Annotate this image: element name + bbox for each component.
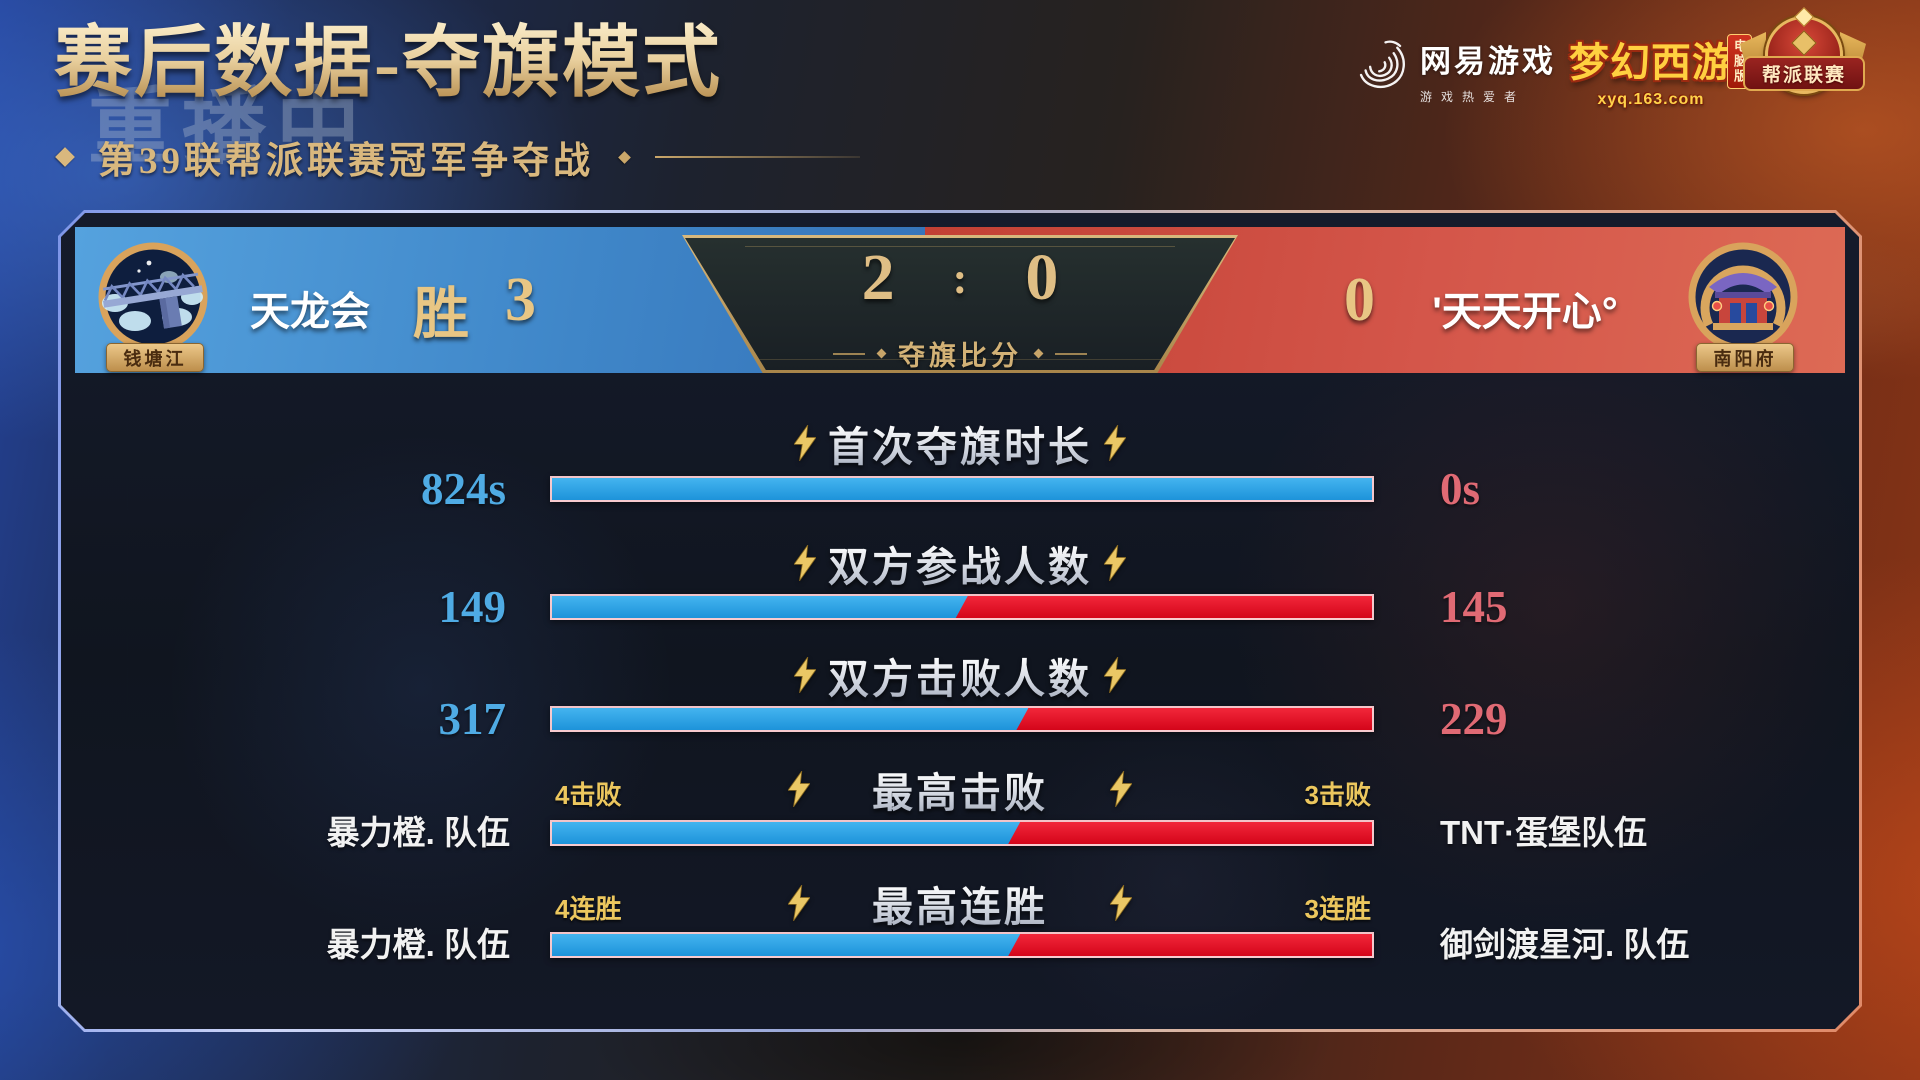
subtitle-divider <box>655 156 860 158</box>
lightning-icon <box>788 885 810 921</box>
lightning-icon <box>794 657 816 693</box>
right-team-flags: 0 <box>1344 266 1375 334</box>
stat-row: 317 229 <box>61 705 1859 733</box>
stat-title-text: 双方参战人数 <box>828 533 1092 593</box>
left-team-result: 胜 <box>413 284 469 346</box>
stat-bar <box>550 706 1374 732</box>
subtitle-row: 第39联帮派联赛冠军争夺战 <box>55 130 860 184</box>
stat-title-text: 最高连胜 <box>872 873 1048 933</box>
right-team-name: '天天开心° <box>1432 290 1618 334</box>
stat-row: 149 145 <box>61 593 1859 621</box>
left-stat-tag: 4连胜 <box>555 894 622 924</box>
right-server-plate: 南阳府 <box>1696 343 1794 372</box>
mhxy-url: xyq.163.com <box>1597 91 1705 108</box>
lightning-icon <box>1110 771 1132 807</box>
stat-bar-blue-fill <box>552 934 1020 956</box>
stat-row-title: 4击败 最高击败 3击败 <box>61 765 1859 813</box>
left-stat-tag: 4击败 <box>555 780 622 810</box>
score-left: 2 <box>861 241 895 314</box>
left-squad-name: 暴力橙. 队伍 <box>326 814 510 851</box>
right-stat-value: 145 <box>1440 582 1508 632</box>
stat-row-title: 首次夺旗时长 <box>61 419 1859 467</box>
right-team-badge: 南阳府 <box>1687 241 1803 373</box>
stat-row: 暴力橙. 队伍 御剑渡星河. 队伍 <box>61 931 1859 959</box>
left-server-plate: 钱塘江 <box>106 343 204 372</box>
stat-bar <box>550 594 1374 620</box>
bridge-badge-icon <box>97 241 209 353</box>
stat-bar <box>550 476 1374 502</box>
decor-line <box>1055 353 1087 355</box>
lightning-icon <box>1104 425 1126 461</box>
left-stat-value: 317 <box>438 694 506 744</box>
page-title: 赛后数据-夺旗模式 <box>54 19 722 106</box>
stat-bar-blue-fill <box>552 708 1028 730</box>
left-stat-value: 149 <box>438 582 506 632</box>
score-bar: 钱塘江 天龙会 胜 3 0 '天天开心° <box>75 227 1845 373</box>
right-stat-value: 229 <box>1440 694 1508 744</box>
netease-swirl-icon <box>1359 40 1405 89</box>
stat-row-title: 双方参战人数 <box>61 539 1859 587</box>
score-trapezoid: 2 : 0 夺旗比分 <box>682 235 1238 373</box>
left-team-badge: 钱塘江 <box>97 241 213 373</box>
netease-logo: 网易游戏 游戏热爱者 <box>1352 36 1556 105</box>
league-name-ribbon: 帮派联赛 <box>1743 56 1865 91</box>
diamond-icon <box>618 150 631 164</box>
stat-row: 暴力橙. 队伍 TNT·蛋堡队伍 <box>61 819 1859 847</box>
replay-watermark: 重播中 <box>88 80 371 174</box>
stat-bar <box>550 820 1374 846</box>
lightning-icon <box>794 545 816 581</box>
lightning-icon <box>1104 657 1126 693</box>
stat-title-text: 最高击败 <box>872 759 1048 819</box>
mhxy-logo: 梦幻西游 电脑版 xyq.163.com <box>1566 30 1752 109</box>
right-stat-value: 0s <box>1440 464 1481 514</box>
score-colon: : <box>952 254 968 303</box>
lightning-icon <box>1104 545 1126 581</box>
score-label: 夺旗比分 <box>898 341 1022 371</box>
league-crest: 帮派联赛 <box>1740 7 1866 118</box>
right-squad-name: 御剑渡星河. 队伍 <box>1440 926 1690 963</box>
score-right: 0 <box>1025 241 1059 314</box>
stat-row-title: 4连胜 最高连胜 3连胜 <box>61 879 1859 927</box>
stat-bar-blue-fill <box>552 478 1372 500</box>
diamond-icon <box>1034 349 1044 359</box>
stat-bar-blue-fill <box>552 822 1020 844</box>
stat-bar-blue-fill <box>552 596 968 618</box>
lightning-icon <box>788 771 810 807</box>
stat-bar <box>550 932 1374 958</box>
stat-title-text: 首次夺旗时长 <box>828 413 1092 473</box>
decor-line <box>833 353 865 355</box>
page-subtitle: 第39联帮派联赛冠军争夺战 <box>98 141 594 182</box>
left-team-name: 天龙会 <box>250 290 370 334</box>
mhxy-name: 梦幻西游 <box>1569 41 1733 85</box>
stat-row: 824s 0s <box>61 475 1859 503</box>
right-stat-tag: 3击败 <box>1304 780 1371 810</box>
main-panel: 钱塘江 天龙会 胜 3 0 '天天开心° <box>61 213 1859 1029</box>
diamond-icon <box>877 349 887 359</box>
stat-row-title: 双方击败人数 <box>61 651 1859 699</box>
left-team-flags: 3 <box>505 266 536 334</box>
stat-title-text: 双方击败人数 <box>828 645 1092 705</box>
netease-slogan: 游戏热爱者 <box>1420 90 1526 104</box>
temple-badge-icon <box>1687 241 1799 353</box>
diamond-icon <box>55 147 75 167</box>
flag-score: 2 : 0 <box>685 242 1235 315</box>
main-panel-frame: 钱塘江 天龙会 胜 3 0 '天天开心° <box>58 210 1862 1032</box>
right-stat-tag: 3连胜 <box>1304 894 1371 924</box>
left-stat-value: 824s <box>420 464 506 514</box>
netease-name: 网易游戏 <box>1420 44 1556 79</box>
right-squad-name: TNT·蛋堡队伍 <box>1440 814 1648 851</box>
lightning-icon <box>794 425 816 461</box>
left-squad-name: 暴力橙. 队伍 <box>326 926 510 963</box>
lightning-icon <box>1110 885 1132 921</box>
